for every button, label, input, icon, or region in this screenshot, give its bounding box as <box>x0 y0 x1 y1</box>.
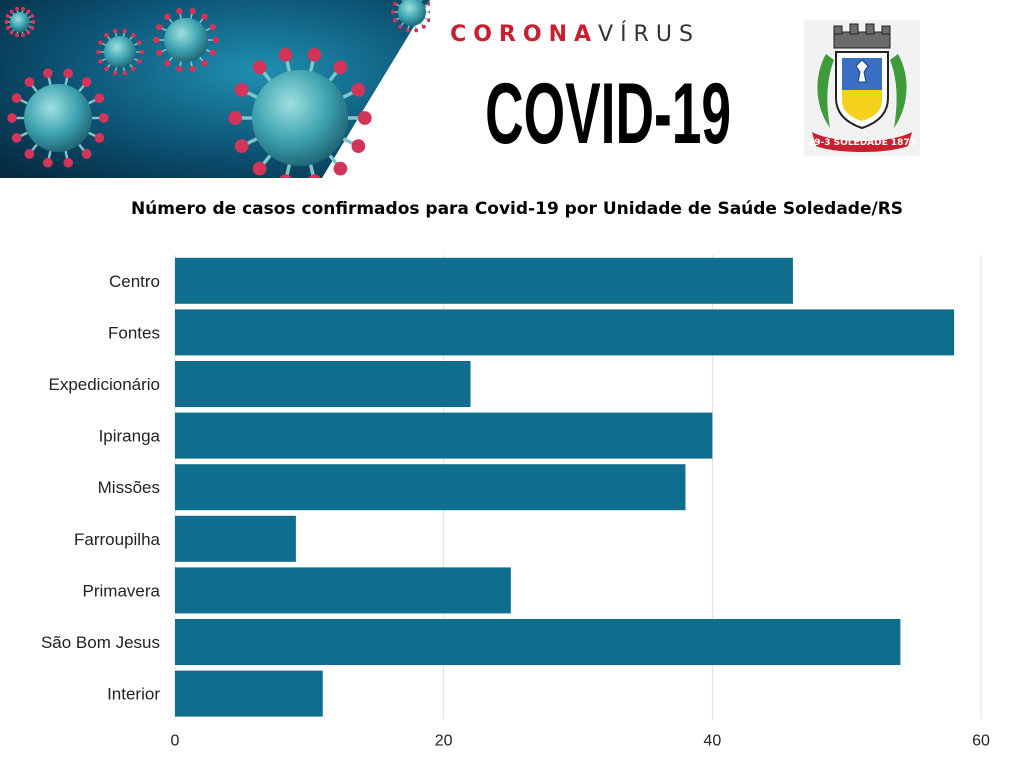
category-label-3: Expedicionário <box>48 375 160 394</box>
x-tick-label-1: 20 <box>435 732 453 749</box>
category-label-4: Ipiranga <box>99 427 161 446</box>
bar-7 <box>175 567 511 614</box>
virus-particle-2 <box>7 68 109 168</box>
bar-9 <box>175 670 323 717</box>
category-label-8: São Bom Jesus <box>41 633 160 652</box>
bar-8 <box>175 619 901 665</box>
category-label-2: Fontes <box>108 323 160 342</box>
category-label-9: Interior <box>107 685 160 704</box>
x-axis-ticks: 0 20 40 60 <box>171 732 990 749</box>
bar-4 <box>175 412 713 459</box>
gridlines <box>174 255 982 720</box>
brand-red-text: CORONA <box>450 22 599 47</box>
category-label-1: Centro <box>109 272 160 291</box>
bar-5 <box>175 464 686 511</box>
coat-of-arms-ribbon-text: 29-3 SOLEDADE 1875 <box>808 138 916 148</box>
soledade-coat-of-arms-logo: 29-3 SOLEDADE 1875 <box>804 20 920 156</box>
coronavirus-wordmark: CORONAVÍRUS <box>430 22 720 47</box>
category-labels: Centro Fontes Expedicionário Ipiranga Missõe… <box>41 272 161 704</box>
coronavirus-banner-image <box>0 0 430 178</box>
chart-title: Número de casos confirmados para Covid-1… <box>130 199 904 219</box>
virus-particle-4 <box>96 28 144 76</box>
main-title: COVID-19 <box>485 66 732 162</box>
category-label-7: Primavera <box>83 581 161 600</box>
virus-particle-5 <box>391 0 430 33</box>
bars <box>175 257 955 717</box>
bar-3 <box>175 361 471 407</box>
virus-particle-6 <box>4 6 36 38</box>
category-label-5: Missões <box>98 478 160 497</box>
category-label-6: Farroupilha <box>74 530 161 549</box>
bar-2 <box>175 309 955 356</box>
bar-6 <box>175 515 296 562</box>
bar-1 <box>175 257 793 304</box>
virus-particle-1 <box>228 47 372 178</box>
brand-gray-text: VÍRUS <box>598 22 700 47</box>
virus-particle-3 <box>153 7 219 73</box>
x-tick-label-3: 60 <box>972 732 990 749</box>
x-tick-label-2: 40 <box>703 732 721 749</box>
x-tick-label-0: 0 <box>171 732 180 749</box>
